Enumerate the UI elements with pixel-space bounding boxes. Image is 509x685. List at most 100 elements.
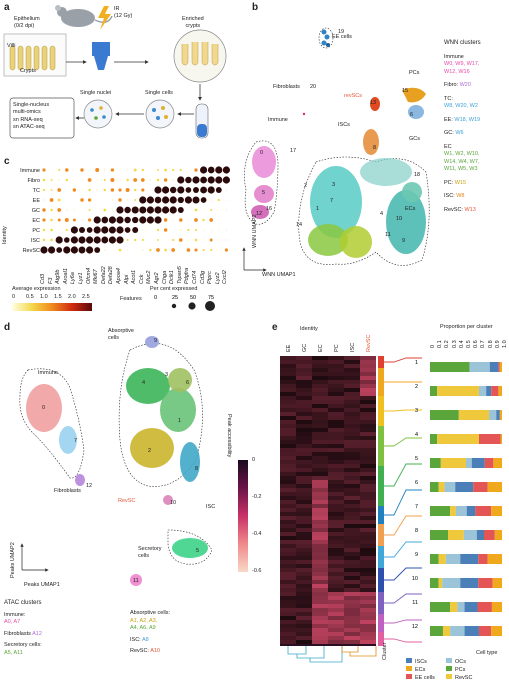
cluster-num: 18 [414,172,421,178]
heatmap-cell [280,592,296,596]
heatmap-cell [360,428,376,432]
dotplot-dot [192,176,200,184]
cluster-num: 16 [266,206,273,212]
heatmap-cell [296,440,312,444]
heatmap-cell [328,632,344,636]
heatmap-cell [296,532,312,536]
legend-swatch [446,658,452,663]
crypts-label: Crypts [20,68,36,74]
revsc-label-d: RevSC [118,498,136,504]
cluster-num-d: 1 [178,418,182,424]
proportion-bar-segment [496,410,500,420]
heatmap-cell [328,460,344,464]
dotplot-dot [210,248,213,252]
cluster-number: 2 [415,384,418,390]
immune-label: Immune [268,117,288,123]
heatmap-cell [280,628,296,632]
heatmap-cell [360,420,376,424]
heatmap-cell [328,488,344,492]
cluster-num: 1 [316,206,320,212]
proportion-bar-segment [442,626,451,636]
heatmap-cell [344,380,360,384]
heatmap-cell [296,460,312,464]
heatmap-cell [280,640,296,644]
heatmap-cell [296,540,312,544]
heatmap-cell [280,436,296,440]
dotplot-gene-label: Mki67 [93,269,100,284]
heatmap-cell [360,524,376,528]
cluster-num-d: 8 [195,466,199,472]
heatmap-cell [280,556,296,560]
dotplot-dot [108,216,116,224]
heatmap-cell [312,400,328,404]
workflow-schematic [3,5,227,139]
dotplot-dot [134,188,137,192]
dotplot-gene-label: Lyz2 [214,272,221,284]
cluster-connector [382,409,422,412]
heatmap-cell [344,616,360,620]
heatmap-cell [312,620,328,624]
dotplot-dot [72,188,77,192]
villi-label: Villi [7,43,16,49]
heatmap-cell [344,552,360,556]
heatmap-cluster-bar [378,524,384,546]
heatmap-cell [312,576,328,580]
heatmap-cell [344,464,360,468]
heatmap-cell [328,536,344,540]
proportion-bar-segment [438,554,446,564]
heatmap-column-label: PC [334,344,340,352]
atac-legend-title: ATAC clusters [4,600,42,606]
dotplot-dot [163,218,168,222]
dotplot-dot [225,189,228,191]
heatmap-cell [312,524,328,528]
heatmap-cell [280,576,296,580]
dotplot-dot [42,188,46,192]
heatmap-cell [296,632,312,636]
heatmap-cell [296,384,312,388]
heatmap-cell [344,584,360,588]
proportion-bar-segment [448,530,464,540]
heatmap-cell [360,480,376,484]
dotplot-dot [50,228,53,232]
heatmap-cell [280,596,296,600]
expr-legend-title: Average expression [12,286,61,292]
heatmap-cell [312,564,328,568]
heatmap-cell [344,368,360,372]
heatmap-cell [280,456,296,460]
legend-item: RevSC [446,674,472,682]
heatmap-cell [280,516,296,520]
heatmap-cell [344,400,360,404]
immune-dot [302,112,306,116]
dotplot-dot [95,168,100,172]
proportion-bar-segment [430,386,438,396]
heatmap-cell [360,436,376,440]
heatmap-cell [296,416,312,420]
epithelial-cluster [298,156,430,266]
heatmap-cluster-bar [378,614,384,632]
dotplot-dot [50,208,53,212]
cluster-num: 19 [338,29,345,35]
expr-tick: 0 [12,294,16,300]
dotplot-dot [111,209,114,211]
dotplot-dot [200,176,208,184]
heatmap-cell [328,484,344,488]
heatmap-cell [280,500,296,504]
heatmap-cell [312,360,328,364]
heatmap-cell [344,576,360,580]
cluster-connector [382,619,422,624]
dotplot-dot [110,188,115,192]
cluster-connector [382,463,422,487]
cluster-number: 7 [415,504,418,510]
dotplot-dot [149,248,152,252]
dotplot-dot [103,188,107,192]
proportion-bar-segment [489,410,497,420]
heatmap-cell [312,480,328,484]
heatmap-cell [344,500,360,504]
dotplot-dot [58,179,61,181]
heatmap-cell [312,628,328,632]
heatmap-cell [344,568,360,572]
cluster-num-d: 11 [133,578,139,584]
heatmap-cell [344,404,360,408]
dotplot-dot [194,208,198,212]
heatmap-cell [344,628,360,632]
